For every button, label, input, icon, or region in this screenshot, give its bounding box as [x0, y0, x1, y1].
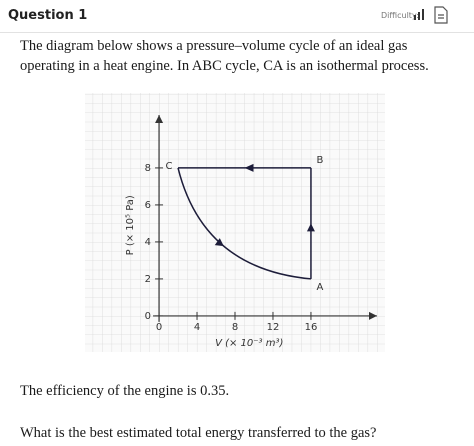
question-title: Question 1 [8, 8, 88, 23]
y-tick-label: 4 [145, 237, 151, 248]
x-tick-label: 8 [232, 322, 238, 333]
grid [85, 93, 385, 352]
x-tick-label: 12 [267, 322, 280, 333]
x-tick-label: 16 [305, 322, 318, 333]
x-tick-label: 0 [156, 322, 162, 333]
difficulty-icon [414, 9, 424, 20]
divider [0, 32, 474, 33]
y-tick-label: 8 [145, 163, 151, 174]
arrow-head [214, 238, 224, 247]
x-tick-label: 4 [194, 322, 200, 333]
y-tick-label: 2 [145, 274, 151, 285]
arrow-head [244, 163, 254, 172]
process-ca [177, 167, 312, 280]
point-label: B [317, 155, 324, 166]
difficulty-label: Difficulty: [381, 11, 419, 20]
arrow-head [306, 223, 315, 232]
y-tick-label: 0 [145, 311, 151, 322]
efficiency-text: The efficiency of the engine is 0.35. [20, 383, 230, 399]
question-intro: The diagram below shows a pressure–volum… [20, 38, 429, 74]
point-label: A [317, 282, 324, 293]
pv-diagram: 0 4 8 12 16 0 2 4 6 8 V (× 10⁻³ m³) P (× 10⁵ Pa) C B A [85, 93, 385, 352]
x-axis-label: V (× 10⁻³ m³) [215, 338, 283, 349]
y-arrow [155, 115, 164, 123]
y-axis-label: P (× 10⁵ Pa) [125, 195, 136, 255]
prompt-text: What is the best estimated total energy … [20, 425, 377, 441]
point-label: C [166, 161, 173, 172]
document-icon[interactable] [433, 6, 449, 24]
y-tick-label: 6 [145, 200, 151, 211]
x-arrow [369, 311, 377, 320]
